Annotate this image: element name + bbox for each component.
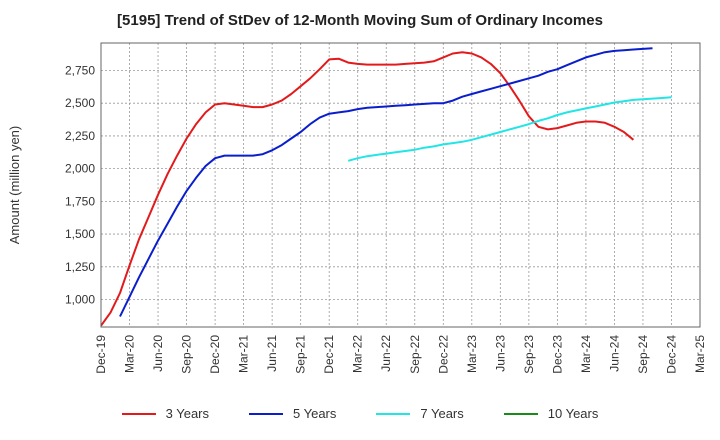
y-tick-label: 1,500: [65, 227, 95, 241]
legend-item: 7 Years: [376, 406, 464, 421]
series-line-5-years: [119, 47, 653, 317]
x-tick-label: Jun-23: [493, 335, 507, 372]
x-tick-label: Sep-23: [522, 335, 536, 374]
legend-label: 5 Years: [293, 406, 337, 421]
x-tick-label: Sep-20: [180, 335, 194, 374]
legend-swatch: [249, 412, 283, 415]
y-tick-label: 2,750: [65, 63, 95, 77]
x-tick-label: Sep-21: [294, 335, 308, 374]
legend-swatch: [376, 412, 411, 415]
y-tick-label: 2,250: [65, 129, 95, 143]
y-tick-label: 2,500: [65, 96, 95, 110]
series-line-7-years: [347, 96, 672, 162]
x-tick-label: Mar-22: [351, 335, 365, 373]
x-tick-label: Mar-21: [237, 335, 251, 373]
legend-swatch: [503, 412, 538, 415]
x-tick-label: Mar-20: [123, 335, 137, 373]
x-tick-label: Dec-22: [436, 335, 450, 374]
chart-title: [5195] Trend of StDev of 12-Month Moving…: [117, 12, 603, 29]
legend-swatch: [121, 412, 156, 415]
y-tick-label: 1,250: [65, 260, 95, 274]
x-tick-label: Dec-20: [208, 335, 222, 374]
legend-item: 5 Years: [249, 406, 336, 421]
legend-label: 10 Years: [547, 406, 599, 421]
x-tick-label: Jun-20: [151, 335, 165, 372]
series-line-3-years: [100, 51, 635, 327]
y-axis-title: Amount (million yen): [7, 126, 22, 245]
x-tick-label: Sep-22: [408, 335, 422, 374]
x-tick-label: Mar-25: [693, 335, 707, 373]
x-tick-label: Sep-24: [636, 335, 650, 374]
legend: 3 Years 5 Years 7 Years 10 Years: [0, 406, 720, 421]
x-tick-label: Jun-24: [607, 335, 621, 372]
x-tick-label: Dec-24: [664, 335, 678, 374]
gridlines: [100, 43, 701, 327]
x-tick-label: Mar-24: [579, 335, 593, 373]
legend-label: 7 Years: [420, 406, 464, 421]
legend-item: 3 Years: [121, 406, 209, 421]
axis-ticks: Dec-19 Mar-20 Jun-20 Sep-20 Dec-20 Mar-21 Jun-…: [65, 63, 707, 373]
legend-item: 10 Years: [503, 406, 599, 421]
x-tick-label: Dec-23: [550, 335, 564, 374]
y-tick-label: 1,000: [65, 293, 95, 307]
y-tick-label: 2,000: [65, 162, 95, 176]
x-tick-label: Mar-23: [465, 335, 479, 373]
x-tick-label: Jun-22: [379, 335, 393, 372]
y-tick-label: 1,750: [65, 194, 95, 208]
x-tick-label: Dec-19: [94, 335, 108, 374]
series-lines: [100, 47, 672, 327]
x-tick-label: Dec-21: [322, 335, 336, 374]
x-tick-label: Jun-21: [265, 335, 279, 372]
legend-label: 3 Years: [165, 406, 209, 421]
plot-frame: [100, 42, 701, 328]
